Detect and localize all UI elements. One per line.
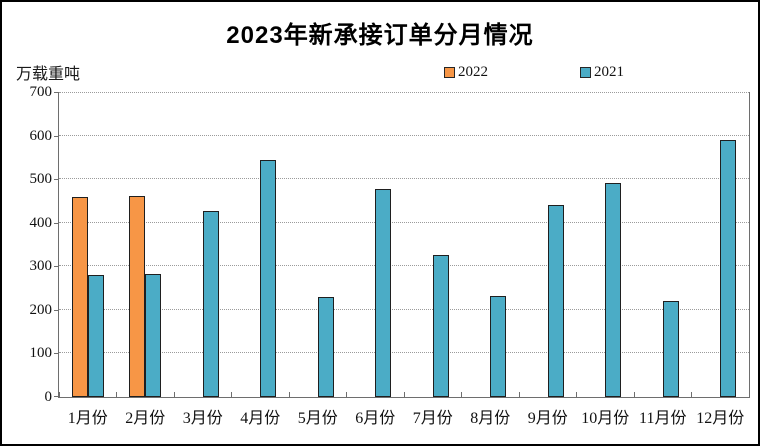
bar-2021-6月份	[375, 189, 392, 397]
x-axis-tick	[58, 392, 60, 397]
legend-2022-label: 2022	[458, 64, 488, 80]
chart-title: 2023年新承接订单分月情况	[226, 22, 534, 49]
x-axis-tick	[173, 392, 175, 397]
y-axis-tick	[54, 353, 59, 355]
y-tick-label-0: 0	[44, 389, 53, 405]
y-tick-label-600: 600	[29, 127, 53, 144]
y-tick-label-400: 400	[29, 214, 53, 231]
bar-group-5月份	[289, 92, 347, 397]
x-tick-label-11月份: 11月份	[639, 410, 687, 427]
bar-group-3月份	[174, 92, 232, 397]
x-tick-label-1月份: 1月份	[67, 410, 108, 427]
legend-item-2021: 2021	[580, 65, 624, 80]
y-tick-label-300: 300	[29, 258, 53, 275]
x-tick-label-6月份: 6月份	[355, 410, 396, 427]
y-axis-tick	[54, 135, 59, 137]
bar-group-1月份	[59, 92, 117, 397]
y-axis-tick	[54, 309, 59, 311]
gridline-500	[59, 178, 749, 180]
gridline-600	[59, 134, 749, 136]
bar-2022-2月份	[129, 196, 146, 397]
gridline-200	[59, 308, 749, 310]
x-axis-tick	[346, 392, 347, 397]
bar-2021-12月份	[720, 139, 737, 397]
x-tick-label-10月份: 10月份	[581, 410, 630, 427]
y-axis-tick	[54, 266, 59, 268]
gridline-400	[59, 221, 749, 223]
bar-group-7月份	[404, 92, 462, 397]
legend-2022-swatch-icon	[444, 67, 455, 78]
bar-2021-5月份	[317, 296, 334, 397]
x-axis-tick	[116, 392, 117, 397]
x-tick-label-9月份: 9月份	[527, 410, 568, 427]
x-tick-label-12月份: 12月份	[696, 410, 745, 427]
legend-2021-label: 2021	[594, 64, 624, 80]
bar-2021-9月份	[547, 204, 564, 397]
x-axis-tick	[403, 392, 405, 397]
bar-group-6月份	[347, 92, 405, 397]
bar-2021-10月份	[605, 183, 622, 397]
bar-2021-2月份	[145, 274, 162, 397]
bar-2021-7月份	[432, 254, 449, 397]
x-axis-tick	[461, 392, 462, 397]
plot-area: 0 100 200 300 400 500 600 700 1月份 2月份 3月份 4月份 5月份 6月份…	[30, 84, 750, 427]
x-tick-label-8月份: 8月份	[470, 410, 511, 427]
legend: 2022 2021	[444, 65, 624, 80]
bar-2021-8月份	[490, 295, 507, 397]
y-axis-tick	[54, 396, 59, 397]
x-tick-label-2月份: 2月份	[125, 410, 166, 427]
x-axis-tick	[288, 392, 290, 397]
x-axis-tick	[576, 392, 577, 397]
gridline-100	[59, 352, 749, 354]
x-tick-label-7月份: 7月份	[412, 410, 453, 427]
bar-group-12月份	[692, 92, 750, 397]
bar-group-11月份	[634, 92, 692, 397]
y-axis-unit-label: 万载重吨	[16, 66, 81, 83]
bar-2022-1月份	[71, 196, 88, 397]
bar-2021-1月份	[87, 275, 104, 397]
y-axis-tick	[54, 222, 59, 224]
bar-group-4月份	[232, 92, 290, 397]
x-tick-label-3月份: 3月份	[182, 410, 223, 427]
bar-2021-11月份	[662, 300, 679, 397]
y-tick-label-100: 100	[29, 345, 53, 362]
x-axis-tick	[518, 392, 520, 397]
bar-group-2月份	[117, 92, 175, 397]
y-tick-label-500: 500	[29, 171, 53, 188]
y-tick-label-200: 200	[29, 301, 53, 318]
legend-2021-swatch-icon	[580, 67, 591, 78]
bar-2021-4月份	[260, 159, 277, 397]
y-axis-tick	[54, 92, 59, 93]
x-axis-tick	[748, 392, 750, 397]
bar-group-10月份	[577, 92, 635, 397]
x-tick-label-5月份: 5月份	[297, 410, 338, 427]
x-axis-tick	[633, 392, 635, 397]
x-tick-label-4月份: 4月份	[240, 410, 281, 427]
x-axis-tick	[231, 392, 232, 397]
legend-item-2022: 2022	[444, 65, 488, 80]
x-axis-tick	[691, 392, 692, 397]
gridline-700	[59, 92, 749, 93]
y-axis-tick	[54, 179, 59, 181]
y-tick-label-700: 700	[29, 84, 53, 100]
bar-group-9月份	[519, 92, 577, 397]
bar-2021-3月份	[202, 211, 219, 397]
gridline-300	[59, 265, 749, 267]
bar-group-8月份	[462, 92, 520, 397]
